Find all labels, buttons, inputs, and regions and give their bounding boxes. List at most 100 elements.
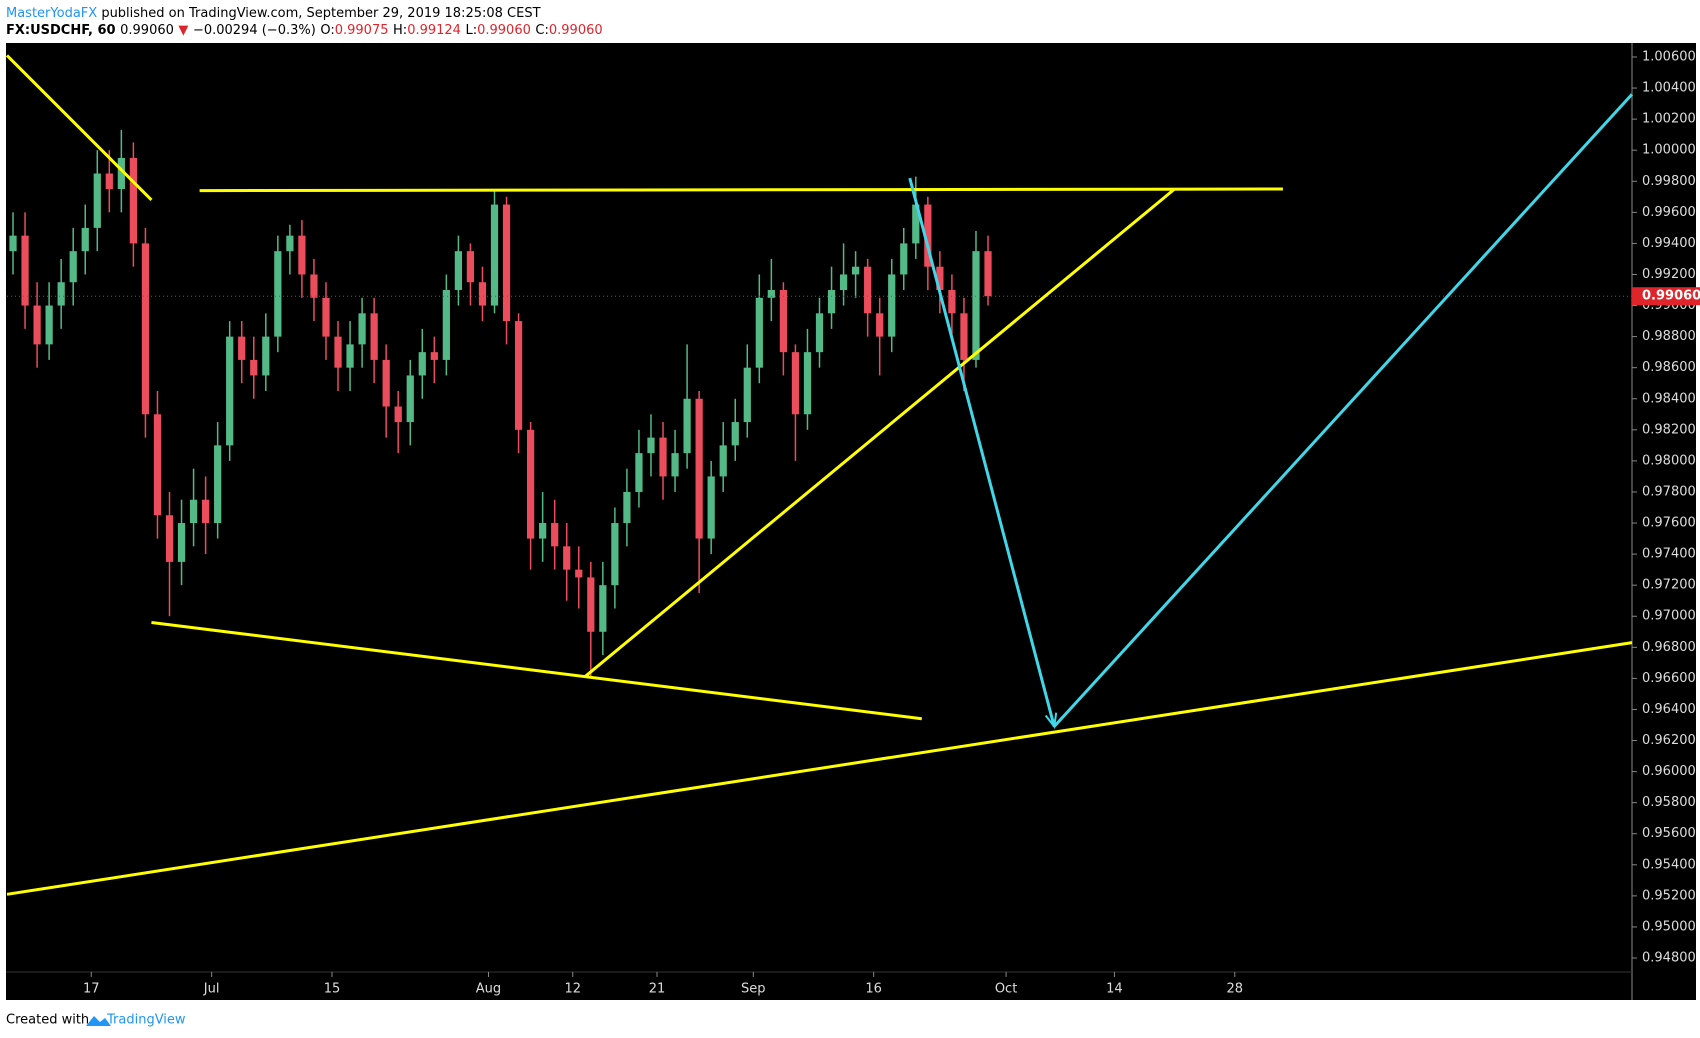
- candle-body: [322, 297, 330, 337]
- y-tick-label: 0.99400: [1642, 236, 1696, 251]
- candle-body: [659, 437, 667, 477]
- trend-line: [1053, 93, 1634, 728]
- x-tick-label: 21: [649, 982, 666, 997]
- candle-body: [815, 313, 824, 353]
- candle-body: [864, 266, 872, 314]
- candle-body: [21, 235, 29, 306]
- candle-body: [202, 499, 210, 524]
- candle-body: [165, 515, 174, 562]
- y-tick-label: 0.95000: [1642, 919, 1696, 934]
- y-tick-label: 0.97200: [1642, 578, 1696, 593]
- candle-body: [695, 398, 703, 539]
- candle-body: [888, 274, 896, 337]
- footer-created: Created with: [6, 1013, 89, 1028]
- tv-logo: [86, 1016, 111, 1026]
- chart-area: [6, 43, 1696, 1000]
- author: MasterYodaFX: [6, 6, 97, 21]
- header-line-2: FX:USDCHF, 60 0.99060 ▼ −0.00294 (−0.3%)…: [6, 23, 603, 38]
- candle-body: [527, 429, 535, 539]
- candle-body: [129, 157, 137, 244]
- x-tick-label: Jul: [203, 982, 220, 997]
- candle-body: [105, 173, 113, 190]
- candle-body: [731, 422, 739, 446]
- y-tick-label: 0.99600: [1642, 205, 1696, 220]
- x-tick-label: 16: [865, 982, 882, 997]
- y-tick-label: 0.99800: [1642, 174, 1696, 189]
- candle-body: [755, 297, 763, 368]
- trend-line: [5, 54, 153, 201]
- x-tick-label: Sep: [741, 982, 766, 997]
- candle-body: [912, 204, 920, 244]
- candle-body: [575, 569, 583, 578]
- y-tick-label: 0.98400: [1642, 391, 1696, 406]
- open: 0.99075: [335, 23, 389, 38]
- candle-body: [719, 445, 727, 477]
- candle-body: [876, 313, 884, 337]
- candle-body: [635, 453, 643, 492]
- candle-body: [430, 352, 438, 360]
- y-tick-label: 0.98000: [1642, 453, 1696, 468]
- axes: 0.94800 0.95000 0.95200 0.95400 0.95600 0.958…: [83, 49, 1700, 997]
- trend-line: [583, 187, 1176, 678]
- candle-body: [563, 546, 571, 570]
- candle-body: [189, 499, 198, 524]
- candle-body: [177, 523, 186, 562]
- candle-body: [611, 523, 619, 586]
- candle-body: [466, 251, 475, 283]
- candle-body: [442, 290, 450, 360]
- marks: [7, 129, 1632, 679]
- candle-body: [551, 523, 559, 547]
- candle-body: [286, 235, 294, 252]
- candle-body: [382, 359, 390, 407]
- x-tick-label: Aug: [476, 982, 501, 997]
- y-tick-label: 0.96600: [1642, 671, 1696, 686]
- candle-body: [33, 305, 41, 345]
- candle-body: [839, 274, 848, 291]
- last: 0.99060: [120, 23, 174, 38]
- candle-body: [478, 282, 487, 306]
- high: 0.99124: [407, 23, 461, 38]
- candle-body: [262, 336, 270, 376]
- y-tick-label: 0.95800: [1642, 795, 1696, 810]
- y-tick-label: 0.97000: [1642, 609, 1696, 624]
- candle-body: [852, 266, 860, 275]
- candle-body: [803, 352, 812, 415]
- candle-body: [671, 453, 679, 477]
- candle-body: [623, 491, 631, 524]
- candle-body: [490, 204, 499, 306]
- candle-body: [791, 352, 800, 415]
- candle-body: [767, 290, 775, 298]
- x-tick-label: 17: [83, 982, 100, 997]
- candle-body: [924, 204, 932, 267]
- candle-body: [707, 476, 715, 539]
- close: 0.99060: [549, 23, 603, 38]
- candle-body: [9, 235, 17, 252]
- candle-body: [141, 243, 150, 415]
- y-tick-label: 1.00400: [1642, 81, 1696, 96]
- trend-line: [908, 177, 1056, 727]
- candle-body: [394, 406, 402, 423]
- open-label: O:: [320, 23, 334, 38]
- x-tick-label: 15: [324, 982, 341, 997]
- candle-body: [587, 577, 595, 632]
- drawings: [5, 54, 1634, 896]
- y-tick-label: 0.97600: [1642, 516, 1696, 531]
- candle-body: [346, 344, 354, 368]
- candle-body: [214, 445, 222, 524]
- candle-body: [599, 585, 607, 632]
- y-tick-label: 0.96000: [1642, 764, 1696, 779]
- candle-body: [960, 313, 968, 360]
- y-tick-label: 0.94800: [1642, 951, 1696, 966]
- last-price-box: [1632, 287, 1700, 306]
- low: 0.99060: [477, 23, 531, 38]
- candle-body: [972, 251, 980, 360]
- candle-body: [418, 352, 426, 376]
- candle-body: [117, 157, 125, 190]
- candle-body: [334, 336, 342, 368]
- x-tick-label: 28: [1227, 982, 1244, 997]
- y-tick-label: 0.97800: [1642, 484, 1696, 499]
- candle-body: [779, 290, 787, 353]
- candle-body: [984, 251, 992, 297]
